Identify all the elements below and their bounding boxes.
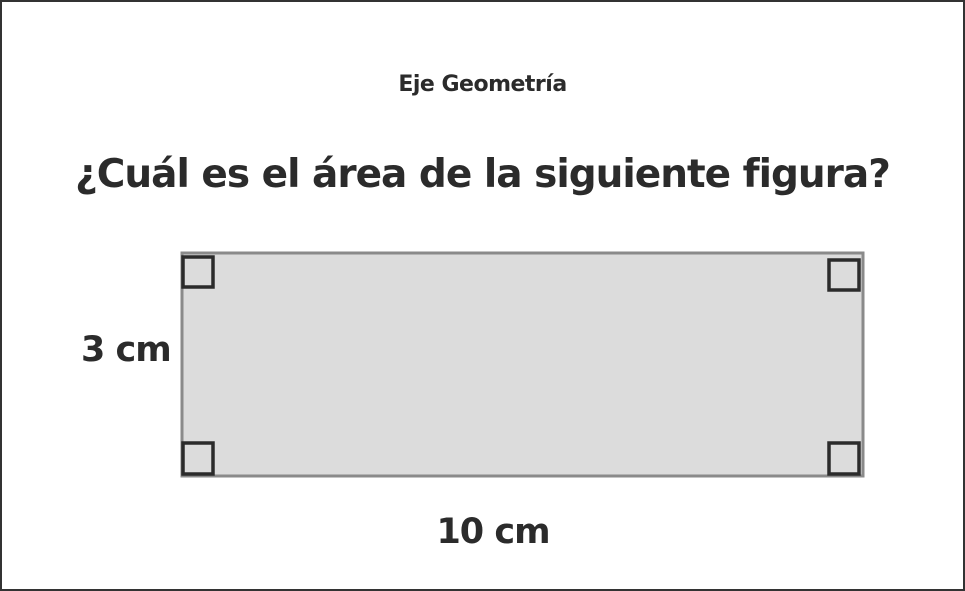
subject-heading: Eje Geometría bbox=[398, 72, 567, 97]
right-angle-marker-top-right bbox=[827, 258, 861, 292]
right-angle-marker-bottom-right bbox=[827, 441, 861, 476]
question-text: ¿Cuál es el área de la siguiente figura? bbox=[75, 152, 891, 197]
right-angle-marker-top-left bbox=[181, 255, 215, 289]
height-label: 3 cm bbox=[81, 330, 172, 370]
rectangle-shape bbox=[180, 251, 865, 478]
width-label: 10 cm bbox=[436, 512, 550, 552]
right-angle-marker-bottom-left bbox=[181, 441, 215, 476]
